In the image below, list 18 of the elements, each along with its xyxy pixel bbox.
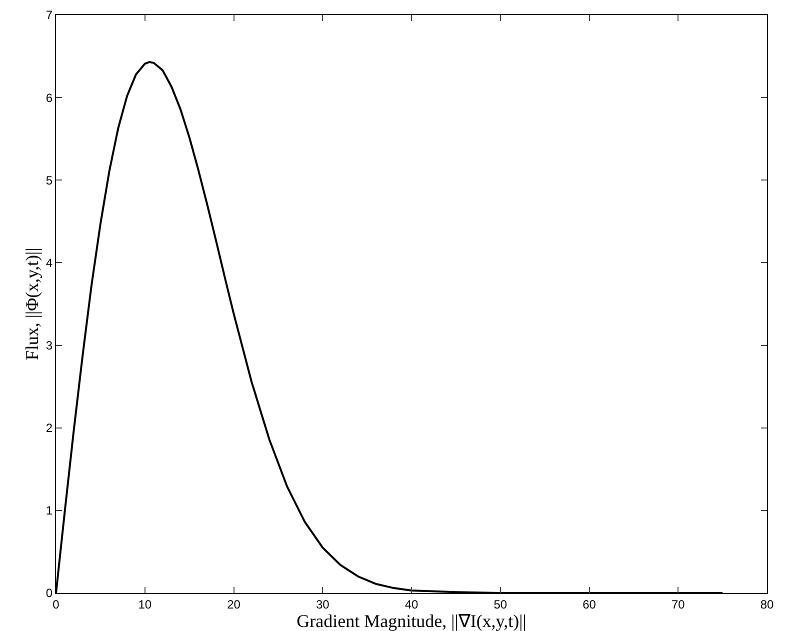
- x-axis-title: Gradient Magnitude, ||∇I(x,y,t)||: [296, 611, 526, 631]
- x-tick-label: 50: [494, 597, 508, 612]
- y-tick-label: 0: [46, 586, 53, 600]
- y-tick-label: 5: [46, 173, 53, 188]
- y-tick-label: 7: [46, 8, 53, 22]
- x-tick-label: 60: [582, 597, 596, 612]
- x-tick-label: 10: [138, 597, 152, 612]
- y-axis-title: Flux, ||Φ(x,y,t)||: [22, 248, 42, 360]
- y-tick-label: 4: [46, 256, 53, 270]
- y-tick-label: 3: [46, 338, 53, 352]
- x-tick-label: 30: [316, 597, 330, 612]
- x-tick-label: 40: [404, 597, 418, 612]
- x-tick-label: 20: [227, 597, 241, 612]
- x-tick-label: 70: [671, 597, 686, 612]
- y-tick-label: 1: [46, 504, 53, 518]
- y-tick-label: 2: [46, 421, 53, 436]
- x-tick-label: 80: [760, 597, 774, 612]
- y-tick-label: 6: [46, 90, 53, 105]
